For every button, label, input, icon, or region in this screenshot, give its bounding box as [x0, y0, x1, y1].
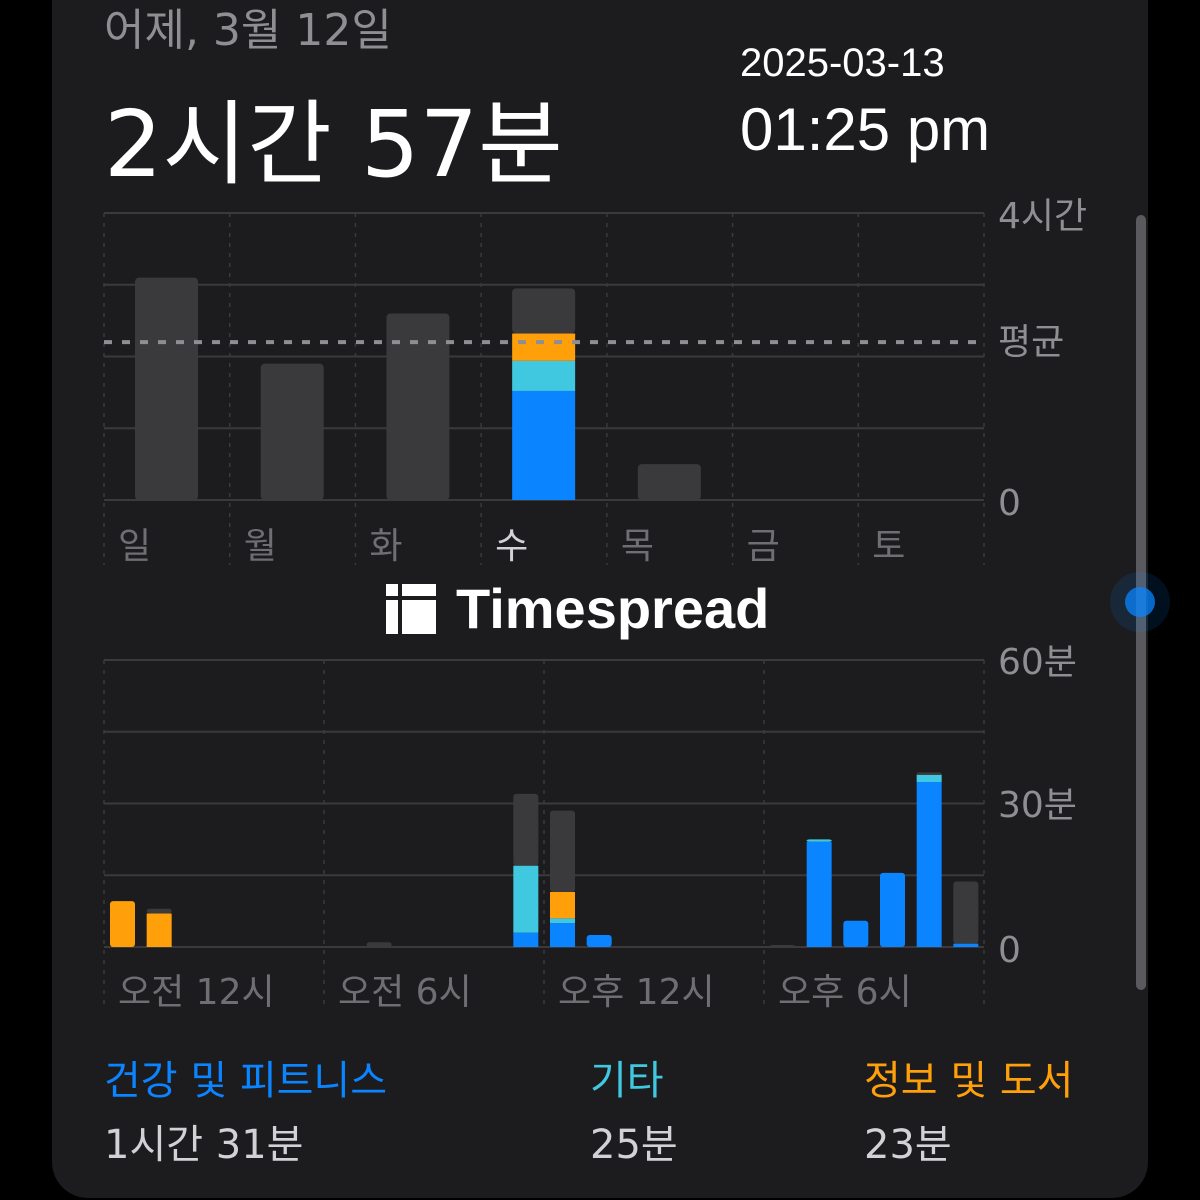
bar-segment-rest [550, 810, 575, 892]
bar-segment-health [513, 932, 539, 947]
y-tick-label: 30분 [998, 785, 1077, 826]
bar-segment-rest [637, 464, 701, 500]
day-label: 월 [244, 526, 277, 567]
bar-segment-health [586, 935, 612, 947]
category-name: 정보 및 도서 [864, 1058, 1074, 1104]
watermark: Timespread [386, 578, 769, 640]
category-health-time: 1시간 31분 [104, 1122, 304, 1168]
hour-label: 오전 6시 [338, 972, 472, 1013]
bar-segment-health [806, 841, 832, 947]
y-tick-label: 0 [998, 483, 1021, 524]
bar-segment-rest [146, 908, 172, 914]
bar-segment-rest [135, 277, 198, 500]
bar-segment-info [110, 901, 135, 947]
hour-label: 오전 12시 [118, 972, 275, 1013]
bar-segment-health [512, 390, 576, 500]
bar-segment-rest [260, 363, 324, 500]
bar-segment-rest [512, 288, 576, 334]
day-label: 화 [369, 526, 402, 567]
day-label: 금 [747, 526, 780, 567]
bar-segment-info [512, 333, 576, 361]
bar-segment-other [512, 360, 576, 391]
day-label: 수 [495, 526, 528, 567]
category-name: 기타 [590, 1058, 664, 1104]
day-label: 목 [621, 526, 654, 567]
timestamp-time: 01:25 pm [740, 96, 991, 163]
watermark-text: Timespread [456, 577, 770, 640]
category-info-time: 23분 [864, 1122, 952, 1168]
bar-segment-rest [513, 793, 539, 866]
category-info[interactable]: 정보 및 도서 [864, 1048, 1073, 1106]
bar-segment-health [916, 781, 942, 947]
bar-segment-rest [366, 942, 392, 947]
bar-segment-rest [386, 313, 450, 500]
average-label: 평균 [998, 322, 1064, 363]
bar-segment-health [880, 872, 905, 947]
hour-label: 오후 6시 [778, 972, 912, 1013]
date-subtitle: 어제, 3월 12일 [104, 5, 392, 56]
category-health[interactable]: 건강 및 피트니스 [104, 1048, 387, 1106]
scroll-handle[interactable] [1110, 572, 1170, 632]
bar-segment-info [550, 891, 575, 919]
category-other-time: 25분 [590, 1122, 678, 1168]
screen-time-card [52, 0, 1148, 1198]
day-label: 일 [118, 526, 151, 567]
y-tick-label: 4시간 [998, 196, 1087, 237]
bar-segment-rest [953, 881, 979, 944]
bar-segment-rest [770, 945, 795, 947]
total-screen-time: 2시간 57분 [104, 91, 563, 198]
bar-segment-other [550, 918, 575, 924]
timestamp-date: 2025-03-13 [740, 41, 945, 85]
category-other[interactable]: 기타 [590, 1048, 664, 1106]
y-tick-label: 60분 [998, 642, 1077, 683]
hour-label: 오후 12시 [558, 972, 715, 1013]
timespread-logo-icon [386, 584, 436, 634]
bar-segment-rest [916, 772, 942, 775]
bar-segment-other [806, 839, 832, 842]
y-tick-label: 0 [998, 930, 1021, 971]
bar-segment-health [953, 943, 979, 947]
category-name: 건강 및 피트니스 [104, 1058, 388, 1104]
bar-segment-health [843, 920, 869, 947]
bar-segment-other [916, 774, 942, 782]
bar-segment-health [550, 923, 575, 947]
bar-segment-other [513, 865, 539, 933]
bar-segment-info [146, 913, 172, 947]
day-label: 토 [872, 526, 905, 567]
